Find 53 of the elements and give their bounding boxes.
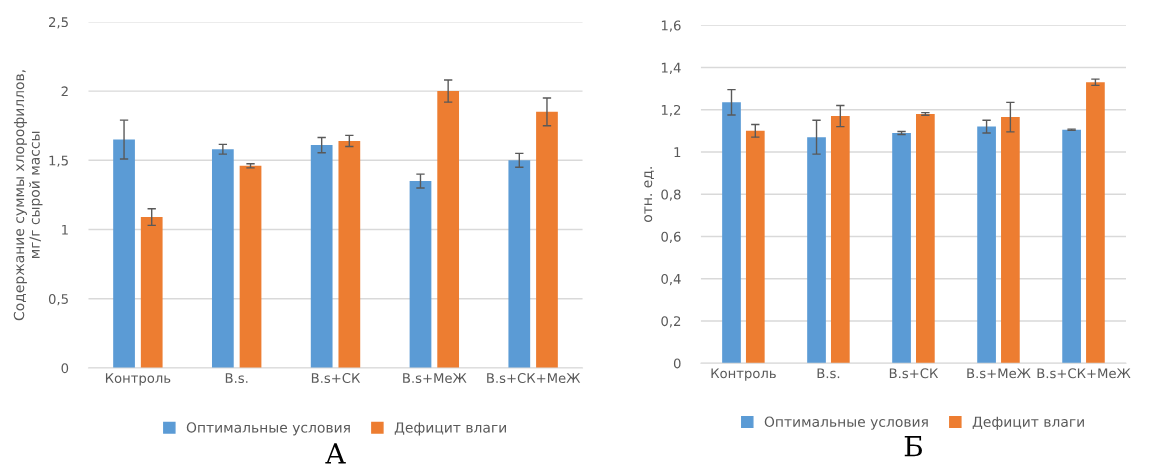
y-axis-title: отн. ед. — [644, 167, 654, 222]
bar — [722, 102, 741, 364]
bar — [409, 181, 432, 368]
y-tick-label: 0 — [673, 358, 681, 369]
bar — [310, 145, 333, 368]
y-tick-label: 0,6 — [661, 231, 681, 243]
bar — [807, 137, 826, 364]
bar — [211, 149, 234, 368]
y-tick-label: 0,8 — [661, 189, 681, 201]
x-tick-label: B.s+МеЖ — [403, 373, 467, 384]
legend-label: Дефицит влаги — [972, 416, 1084, 430]
y-tick-label: 0,5 — [48, 293, 68, 306]
y-tick-label: 1,4 — [661, 62, 681, 75]
x-tick-label: B.s. — [817, 368, 840, 379]
bar — [977, 126, 996, 364]
bar — [1086, 82, 1105, 364]
bar — [338, 140, 361, 368]
legend-label: Дефицит влаги — [394, 422, 506, 436]
text: А — [325, 443, 346, 464]
y-tick-label: 0 — [61, 363, 69, 374]
x-tick-label: B.s+СК+МеЖ — [487, 373, 581, 384]
y-tick-label: 0,2 — [661, 316, 681, 328]
y-tick-label: 2 — [61, 86, 68, 97]
x-tick-label: B.s+СК+МеЖ — [1037, 368, 1131, 379]
y-tick-label: 1,2 — [661, 104, 681, 117]
text: Б — [904, 435, 922, 457]
bar — [239, 165, 262, 368]
bar — [508, 160, 531, 368]
legend-label: Оптимальные условия — [186, 422, 350, 436]
bar — [437, 91, 460, 368]
bar — [1001, 117, 1020, 364]
x-tick-label: Контроль — [105, 373, 171, 386]
x-tick-label: Контроль — [711, 368, 776, 381]
bar — [140, 217, 163, 368]
bar — [1062, 129, 1081, 364]
legend-label: Оптимальные условия — [764, 416, 928, 430]
bar — [745, 130, 765, 364]
bar — [916, 113, 935, 364]
y-tick-label: 0,4 — [661, 273, 681, 286]
y-axis-title: Содержание суммы хлорофиллов, мг/г сырой массы — [13, 70, 43, 321]
bar — [536, 111, 558, 368]
bar — [113, 139, 135, 368]
y-tick-label: 1 — [62, 224, 68, 235]
x-tick-label: B.s+СК — [311, 373, 361, 384]
bar — [892, 132, 911, 364]
x-tick-label: B.s. — [225, 373, 248, 384]
x-tick-label: B.s+МеЖ — [967, 368, 1031, 379]
y-tick-label: 1 — [674, 147, 681, 157]
bar — [830, 116, 850, 364]
y-tick-label: 1,6 — [661, 20, 681, 32]
y-tick-label: 2,5 — [49, 17, 68, 29]
x-tick-label: B.s+СК — [889, 368, 939, 379]
y-tick-label: 1,5 — [49, 155, 68, 167]
